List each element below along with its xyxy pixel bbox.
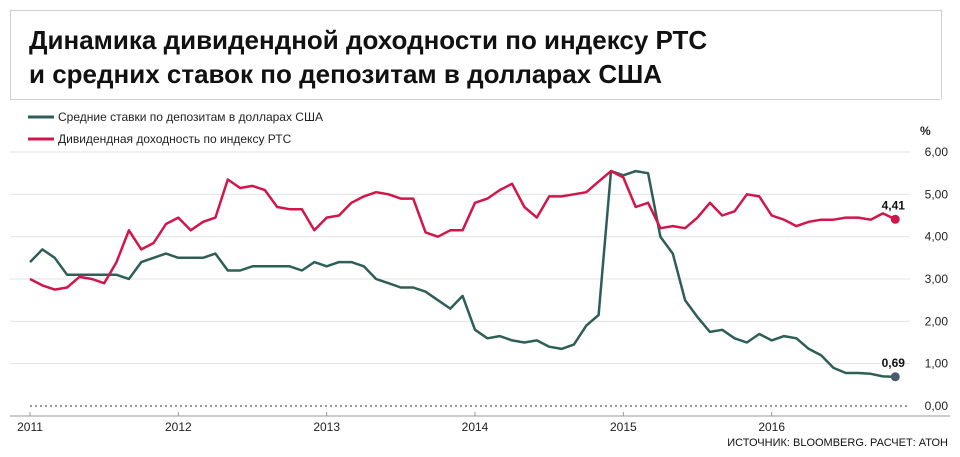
y-tick-label: 5,00: [925, 187, 949, 201]
end-point-deposit: [890, 372, 900, 382]
legend: Средние ставки по депозитам в долларах С…: [28, 110, 323, 146]
legend-label-deposit: Средние ставки по депозитам в долларах С…: [58, 110, 323, 124]
series-line-deposit: [29, 169, 896, 379]
legend-label-dividend: Дивидендная доходность по индексу РТС: [58, 132, 292, 146]
end-point-dividend: [890, 214, 900, 224]
x-tick-label: 2015: [610, 420, 637, 434]
x-tick-label: 2011: [17, 420, 43, 434]
source-note: ИСТОЧНИК: BLOOMBERG. РАСЧЕТ: АТОН: [727, 437, 948, 449]
end-value-label-deposit: 0,69: [882, 356, 906, 370]
series-lines: [29, 169, 896, 379]
x-axis: 2011 2012 2013 2014 2015 2016: [10, 412, 950, 434]
x-tick-label: 2012: [165, 420, 192, 434]
x-tick-label: 2013: [313, 420, 340, 434]
end-points: 0,69 4,41: [882, 198, 906, 382]
y-tick-label: 3,00: [925, 272, 949, 286]
chart-title-line-1: Динамика дивидендной доходности по индек…: [29, 25, 708, 55]
y-tick-label: 4,00: [925, 230, 949, 244]
gridlines: [10, 151, 910, 407]
y-unit-label: %: [920, 124, 931, 138]
x-tick-label: 2016: [758, 420, 785, 434]
x-tick-label: 2014: [462, 420, 489, 434]
y-tick-label: 1,00: [925, 357, 949, 371]
series-line-dividend: [29, 169, 896, 291]
title-box: Динамика дивидендной доходности по индек…: [10, 10, 942, 99]
y-tick-label: 6,00: [925, 145, 949, 159]
chart-title-line-2: и средних ставок по депозитам в долларах…: [29, 59, 663, 89]
title-divider: [10, 99, 940, 100]
end-value-label-dividend: 4,41: [882, 198, 906, 212]
y-tick-label: 2,00: [925, 314, 949, 328]
y-axis-labels: 6,00 5,00 4,00 3,00 2,00 1,00 0,00: [925, 145, 949, 413]
y-tick-label: 0,00: [925, 399, 949, 413]
